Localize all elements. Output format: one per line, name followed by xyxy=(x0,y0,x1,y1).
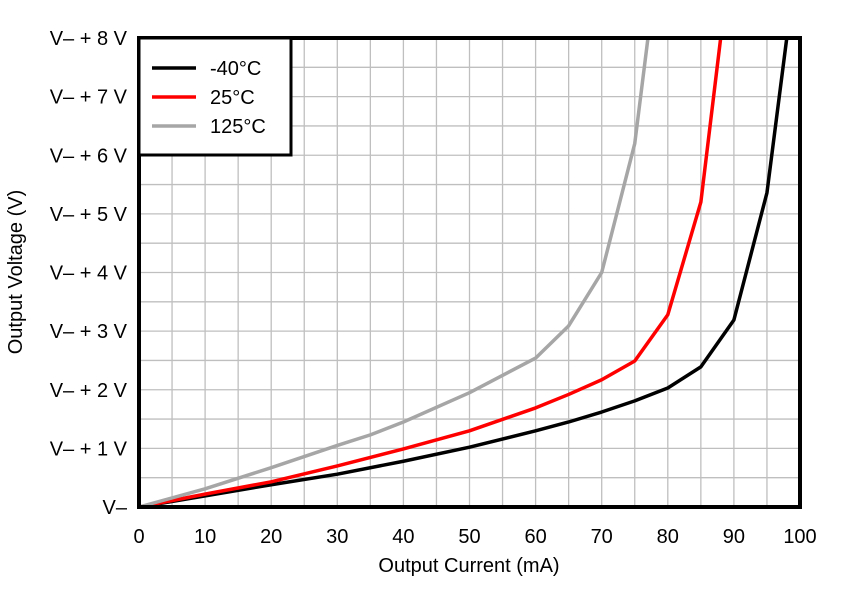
legend: -40°C 25°C 125°C xyxy=(137,36,293,157)
x-tick-label: 70 xyxy=(591,526,613,548)
plot-frame xyxy=(137,36,802,509)
series-line-0 xyxy=(138,37,789,509)
series-line-2 xyxy=(138,37,650,509)
x-tick-label: 20 xyxy=(260,526,282,548)
x-tick-labels: 0 10 20 30 40 50 60 70 80 90 100 xyxy=(133,526,816,548)
x-tick-label: 10 xyxy=(194,526,216,548)
y-tick-label: V– xyxy=(103,497,128,519)
x-axis-label: Output Current (mA) xyxy=(378,555,559,577)
y-tick-labels: V– V– + 1 V V– + 2 V V– + 3 V V– + 4 V V– + 5… xyxy=(50,28,128,519)
y-tick-label: V– + 3 V xyxy=(50,321,128,343)
x-tick-label: 0 xyxy=(133,526,144,548)
y-tick-label: V– + 1 V xyxy=(50,438,128,460)
y-tick-label: V– + 6 V xyxy=(50,145,128,167)
x-tick-label: 60 xyxy=(524,526,546,548)
y-tick-label: V– + 5 V xyxy=(50,204,128,226)
y-tick-label: V– + 4 V xyxy=(50,263,128,285)
x-tick-label: 80 xyxy=(657,526,679,548)
x-tick-label: 90 xyxy=(723,526,745,548)
legend-label: 25°C xyxy=(210,87,255,109)
series-lines xyxy=(138,37,789,509)
y-axis-label: Output Voltage (V) xyxy=(5,190,27,355)
y-tick-label: V– + 8 V xyxy=(50,28,128,50)
y-tick-label: V– + 7 V xyxy=(50,87,128,109)
x-tick-label: 40 xyxy=(392,526,414,548)
legend-label: 125°C xyxy=(210,116,266,138)
x-tick-label: 100 xyxy=(783,526,816,548)
y-tick-label: V– + 2 V xyxy=(50,380,128,402)
legend-label: -40°C xyxy=(210,58,261,80)
x-tick-label: 50 xyxy=(458,526,480,548)
x-tick-label: 30 xyxy=(326,526,348,548)
series-line-1 xyxy=(138,37,723,509)
